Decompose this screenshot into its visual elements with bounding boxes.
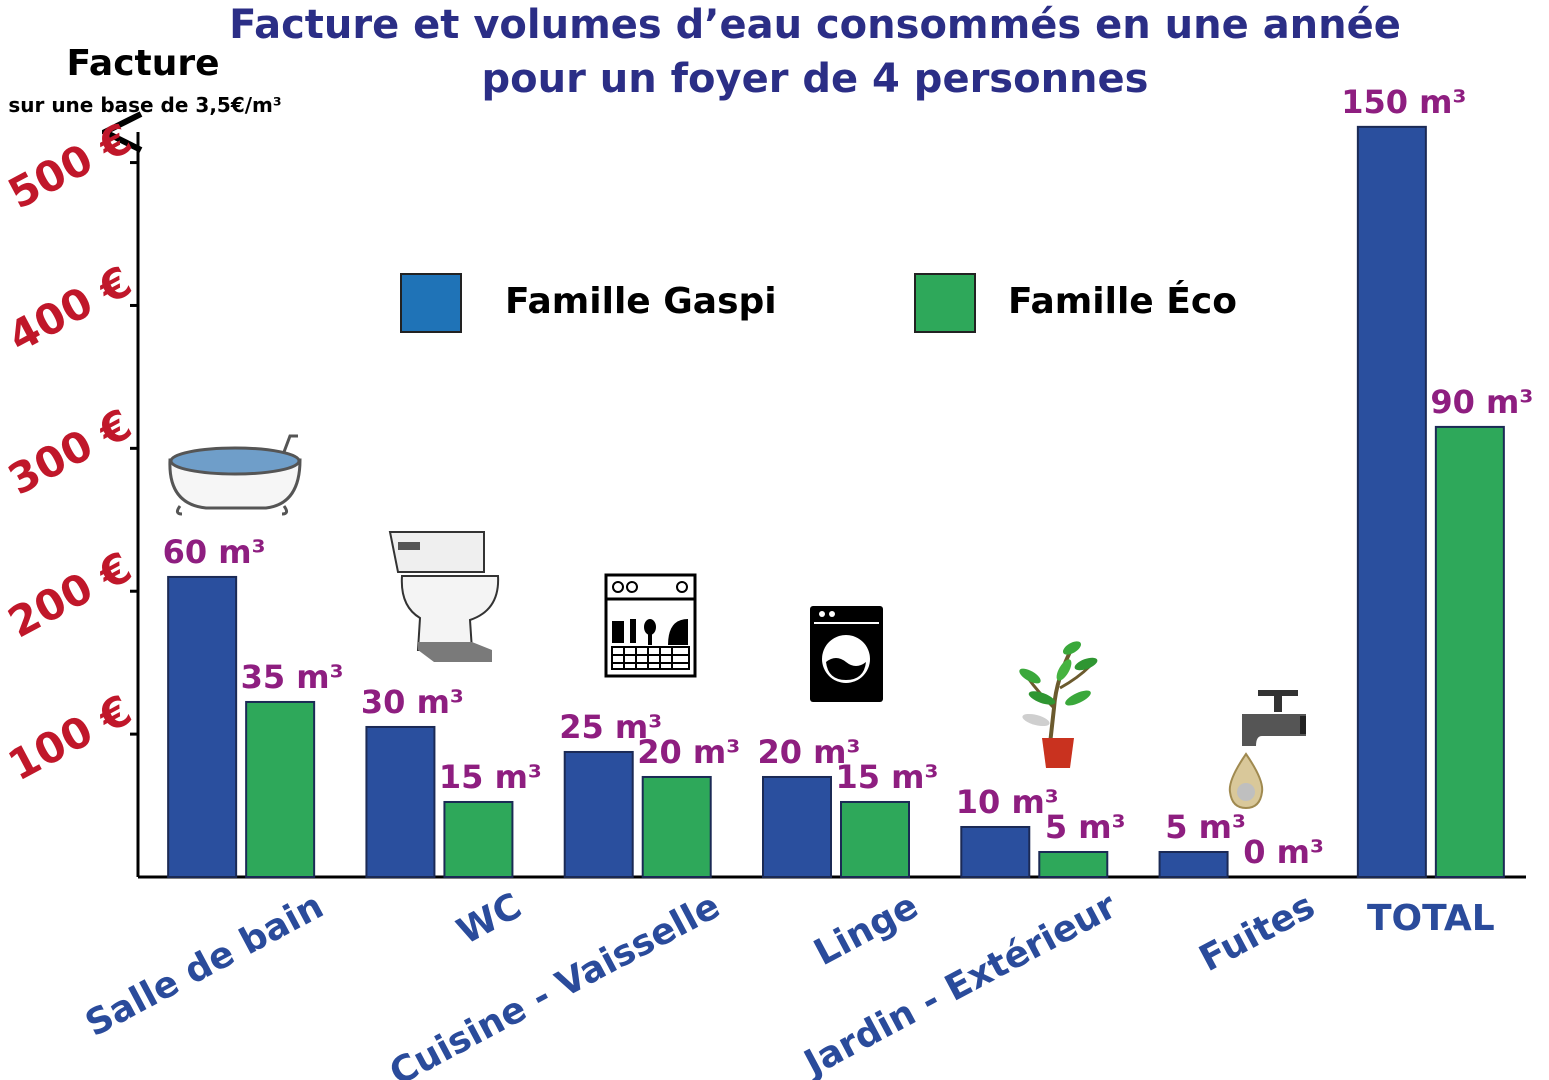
- category-label: TOTAL: [1367, 898, 1495, 939]
- value-label-gaspi: 30 m³: [361, 683, 464, 721]
- y-tick-label: 400 €: [0, 257, 139, 362]
- bar-eco: [1038, 850, 1109, 878]
- category-label: Jardin - Extérieur: [795, 885, 1123, 1080]
- bar-eco: [443, 800, 514, 879]
- category-label: Fuites: [1193, 886, 1322, 980]
- category-label: Linge: [808, 886, 925, 974]
- y-axis-subtitle: sur une base de 3,5€/m³: [8, 93, 281, 117]
- value-label-eco: 0 m³: [1243, 833, 1324, 871]
- bar-eco: [245, 700, 316, 879]
- value-label-gaspi: 60 m³: [163, 533, 266, 571]
- legend-label-gaspi: Famille Gaspi: [505, 281, 777, 322]
- y-axis-title: Facture: [66, 43, 219, 84]
- legend: Famille Gaspi Famille Éco: [400, 273, 1237, 333]
- category-label: Cuisine - Vaisselle: [383, 886, 726, 1080]
- bar-eco: [840, 800, 910, 879]
- faucet-icon: [1228, 690, 1306, 810]
- value-label-eco: 90 m³: [1430, 383, 1533, 421]
- value-label-eco: 5 m³: [1045, 808, 1126, 846]
- bar-eco: [641, 775, 712, 879]
- value-label-eco: 35 m³: [241, 658, 344, 696]
- value-label-eco: 15 m³: [835, 758, 938, 796]
- toilet-icon: [388, 531, 500, 662]
- bar-gaspi: [365, 725, 436, 878]
- washing-machine-icon: [810, 606, 883, 702]
- bar-gaspi: [167, 575, 238, 878]
- value-label-gaspi: 5 m³: [1165, 808, 1246, 846]
- chart-title-line1: Facture et volumes d’eau consommés en un…: [229, 2, 1401, 48]
- legend-swatch-eco: [914, 273, 976, 333]
- value-label-eco: 15 m³: [439, 758, 542, 796]
- bar-gaspi: [1356, 125, 1427, 878]
- plant-icon: [1019, 641, 1098, 768]
- value-label-gaspi: 10 m³: [956, 783, 1059, 821]
- bars: [167, 125, 1505, 879]
- y-tick-label: 300 €: [0, 399, 139, 504]
- bar-gaspi: [563, 750, 634, 878]
- value-label-gaspi: 25 m³: [559, 708, 662, 746]
- value-label-gaspi: 150 m³: [1341, 83, 1466, 121]
- bar-eco: [1434, 425, 1505, 878]
- y-ticks: 100 € 200 € 300 € 400 € 500 €: [0, 114, 139, 791]
- y-tick-label: 500 €: [0, 114, 139, 219]
- category-label: Salle de bain: [79, 886, 330, 1045]
- value-label-eco: 20 m³: [637, 733, 740, 771]
- bathtub-icon: [168, 434, 302, 516]
- legend-label-eco: Famille Éco: [1008, 280, 1237, 322]
- bar-gaspi: [1158, 850, 1229, 878]
- y-tick-label: 200 €: [0, 542, 139, 647]
- value-label-gaspi: 20 m³: [757, 733, 860, 771]
- dishwasher-icon: [604, 573, 697, 678]
- bar-gaspi: [960, 825, 1031, 878]
- y-tick-label: 100 €: [0, 685, 139, 790]
- chart-title-line2: pour un foyer de 4 personnes: [482, 56, 1149, 102]
- bar-gaspi: [762, 775, 832, 879]
- category-label: WC: [451, 886, 529, 953]
- legend-swatch-gaspi: [400, 273, 462, 333]
